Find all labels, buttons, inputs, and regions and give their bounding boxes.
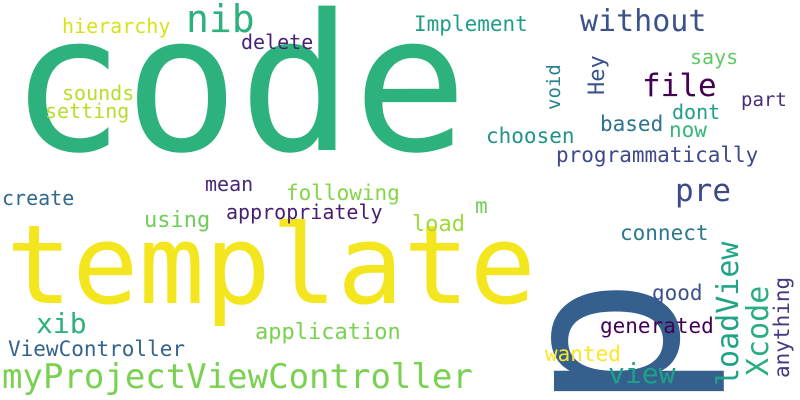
word-myprojectviewcontroller: myProjectViewController [2, 357, 473, 397]
word-create: create [2, 186, 75, 210]
word-viewcontroller: ViewController [8, 337, 186, 361]
word-delete: delete [241, 30, 314, 54]
word-nib: nib [186, 0, 255, 41]
word-appropriately: appropriately [226, 200, 383, 224]
word-connect: connect [620, 221, 709, 245]
word-choosen: choosen [486, 124, 575, 148]
word-load: load [412, 212, 465, 237]
word-code: code [10, 0, 468, 195]
word-mean: mean [205, 172, 254, 196]
word-application: application [255, 320, 401, 345]
word-without: without [580, 4, 707, 39]
word-hierarchy: hierarchy [62, 14, 171, 38]
word-file: file [642, 68, 717, 104]
word-m: m [475, 194, 488, 218]
word-programmatically: programmatically [556, 143, 759, 167]
word-hey: Hey [585, 55, 610, 95]
word-view: view [608, 357, 676, 390]
word-generated: generated [600, 314, 714, 338]
word-void: void [543, 64, 565, 110]
word-says: says [690, 45, 739, 69]
word-anything: anything [770, 276, 794, 378]
word-dont: dont [672, 100, 721, 124]
word-now: now [669, 118, 707, 142]
word-setting: setting [45, 99, 130, 123]
word-using: using [144, 208, 211, 233]
word-wanted: wanted [545, 342, 621, 366]
word-loadview: loadView [711, 241, 746, 387]
word-implement: Implement [414, 12, 528, 36]
word-following: following [286, 181, 400, 205]
word-pre: pre [675, 173, 731, 209]
word-template: template [6, 201, 536, 329]
word-part: part [741, 89, 787, 111]
word-sounds: sounds [62, 81, 135, 105]
word-xib: xib [36, 307, 87, 340]
word-good: good [652, 281, 703, 305]
word-based: based [600, 112, 664, 136]
